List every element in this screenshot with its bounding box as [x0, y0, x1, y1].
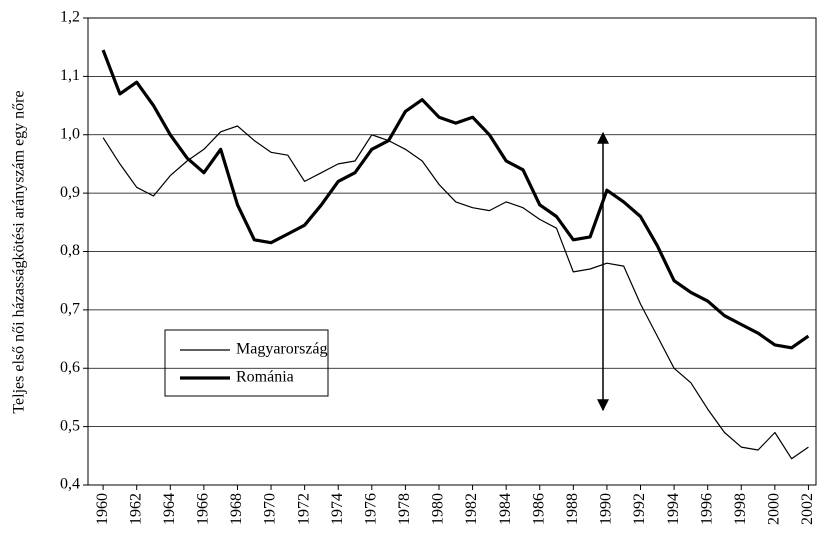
y-axis-label: Teljes első női házasságkötési arányszám…	[11, 90, 28, 413]
x-tick-label: 2002	[799, 493, 816, 525]
x-tick-label: 1970	[262, 493, 279, 525]
y-tick-label: 0,8	[60, 242, 80, 259]
y-tick-label: 1,0	[60, 125, 80, 142]
plot-frame	[87, 17, 817, 486]
x-tick-label: 1972	[295, 493, 312, 525]
legend-label: Magyarország	[236, 341, 328, 358]
x-tick-label: 1976	[362, 493, 379, 525]
line-series	[101, 49, 810, 350]
x-tick-label: 2000	[766, 493, 783, 525]
x-tick-label: 1974	[329, 493, 346, 525]
x-tick-label: 1964	[161, 493, 178, 525]
x-tick-label: 1998	[732, 493, 749, 525]
x-tick-label: 1982	[463, 493, 480, 525]
x-tick-label: 1992	[631, 493, 648, 525]
y-tick-label: 0,4	[60, 476, 80, 493]
x-tick-label: 1962	[127, 493, 144, 525]
x-tick-label: 1980	[430, 493, 447, 525]
x-tick-label: 1966	[195, 493, 212, 525]
x-tick-label: 1960	[94, 493, 111, 525]
x-tick-label: 1968	[228, 493, 245, 525]
x-tick-label: 1984	[497, 493, 514, 525]
legend	[164, 329, 329, 397]
x-tick-label: 1986	[530, 493, 547, 525]
x-tick-label: 1978	[396, 493, 413, 525]
x-tick-label: 1988	[564, 493, 581, 525]
x-tick-label: 1994	[665, 493, 682, 525]
y-tick-label: 0,5	[60, 417, 80, 434]
x-tick-label: 1990	[598, 493, 615, 525]
line-series	[102, 125, 809, 460]
legend-label: Románia	[236, 369, 294, 386]
x-tick-label: 1996	[698, 493, 715, 525]
y-tick-label: 1,1	[60, 67, 80, 84]
y-tick-label: 0,6	[60, 359, 80, 376]
y-tick-label: 0,7	[60, 301, 80, 318]
y-tick-label: 0,9	[60, 184, 80, 201]
y-tick-label: 1,2	[60, 9, 80, 26]
